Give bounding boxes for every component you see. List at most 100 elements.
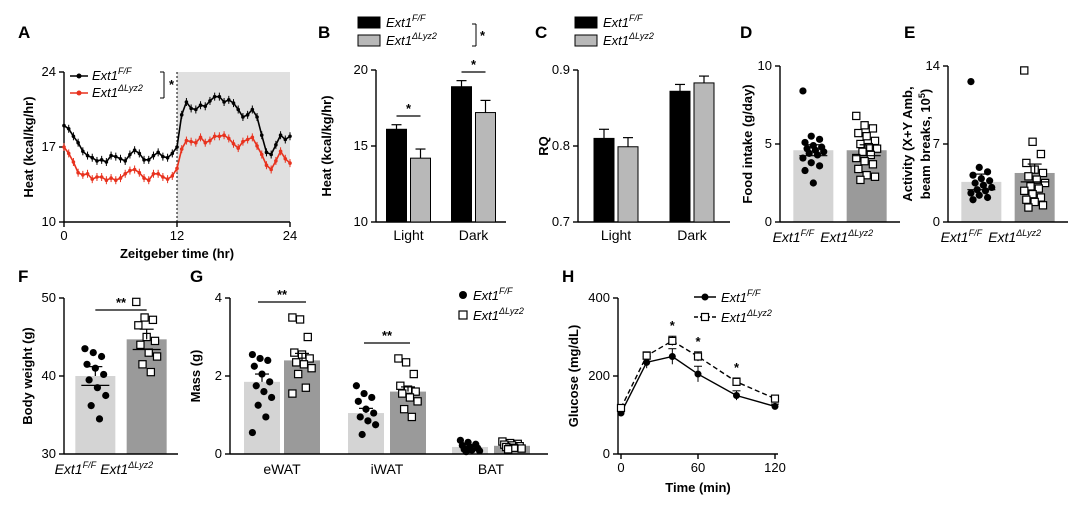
a-point-ko — [137, 170, 142, 175]
legend-h-marker-ko — [700, 312, 710, 322]
d-point-control — [801, 166, 809, 175]
g-point-control — [248, 350, 256, 359]
a-point-ko — [250, 135, 255, 140]
e-point-ko — [1036, 149, 1046, 159]
e-point-ko — [1022, 195, 1031, 204]
a-point-ko — [198, 135, 203, 140]
d-point-control — [813, 151, 822, 159]
f-category-control-sup: F/F — [83, 460, 97, 470]
a-point-control — [217, 94, 222, 99]
d-point-ko — [860, 121, 869, 130]
f-category-ko-sup: ΔLyz2 — [127, 460, 153, 470]
a-point-ko — [161, 175, 165, 179]
e-point-ko — [1020, 66, 1029, 75]
legend-b-label-ko: Ext1ΔLyz2 — [386, 31, 437, 48]
a-point-control — [156, 150, 160, 155]
e-point-ko — [1034, 184, 1044, 193]
g-point-ko — [399, 404, 409, 414]
a-point-control — [118, 156, 123, 161]
a-point-ko — [104, 178, 109, 183]
panel-label: H — [562, 267, 574, 286]
e-y-label-line2: beam breaks, 105) — [917, 89, 933, 200]
a-point-ko — [123, 171, 128, 176]
a-point-ko — [76, 170, 80, 175]
c-bar-control-light — [593, 137, 615, 223]
e-y-label-sup: 5 — [917, 93, 927, 98]
b-y-tick-label: 20 — [354, 62, 368, 77]
g-point-control — [476, 447, 484, 455]
legend-c-label-ko-base: Ext1 — [603, 33, 629, 48]
e-category-control: Ext1F/F — [941, 228, 983, 245]
f-point-ko — [132, 297, 141, 307]
h-point-control — [733, 392, 740, 399]
d-point-ko — [864, 142, 873, 152]
chart-c: 0.7 0.8 0.9 RQ Light Dark — [536, 62, 730, 243]
g-point-ko — [407, 412, 417, 422]
h-point-ko — [770, 394, 780, 403]
c-bar-ko-light — [617, 146, 639, 223]
e-point-control — [969, 171, 977, 179]
a-point-control — [71, 134, 76, 139]
c-category-label: Light — [601, 227, 631, 243]
panel-label-c: C — [535, 23, 547, 42]
g-y-tick-label: 2 — [215, 368, 222, 383]
a-point-ko — [165, 177, 170, 181]
h-series-line-ko — [620, 340, 776, 409]
e-point-control — [967, 189, 975, 197]
legend-a-label-control-sup: F/F — [118, 66, 132, 76]
e-y-label-close: ) — [918, 89, 933, 93]
a-point-ko — [170, 174, 175, 178]
b-bar-control-light — [386, 128, 407, 223]
legend-a-label-control: Ext1F/F — [92, 66, 132, 83]
legend-b-significance: * — [480, 28, 486, 43]
a-point-control — [142, 158, 146, 162]
f-y-tick-label: 40 — [42, 368, 56, 383]
b-bar-ko-light — [410, 157, 431, 223]
panel-label-h: H — [562, 267, 574, 286]
a-x-tick-label: 12 — [170, 228, 184, 243]
a-point-control — [208, 99, 212, 103]
e-y-tick-label: 7 — [933, 136, 940, 151]
a-point-ko — [128, 168, 132, 173]
a-point-control — [99, 158, 104, 162]
g-point-ko — [503, 445, 513, 454]
legend-g-label-control-base: Ext1 — [473, 288, 499, 303]
e-category-control-base: Ext1 — [941, 229, 969, 245]
a-y-label: Heat (kcal/kg/hr) — [21, 96, 36, 197]
d-point-ko — [862, 132, 871, 141]
chart-g: 0 2 4 eWAT iWAT BAT Mass (g) ** ** — [188, 287, 548, 477]
a-point-control — [132, 148, 137, 153]
h-point-ko — [642, 351, 651, 360]
legend-g-label-ko-base: Ext1 — [473, 308, 499, 323]
h-significance: * — [695, 334, 701, 349]
g-point-ko — [517, 444, 526, 453]
a-point-control — [250, 107, 255, 112]
g-point-control — [364, 417, 372, 425]
legend-a-label-control-base: Ext1 — [92, 68, 118, 83]
a-point-ko — [264, 163, 269, 168]
e-point-control — [981, 187, 990, 195]
panel-label: C — [535, 23, 547, 42]
d-point-ko — [852, 153, 861, 163]
a-point-control — [85, 153, 90, 158]
a-point-control — [175, 145, 179, 149]
e-category-control-sup: F/F — [969, 228, 983, 238]
e-point-ko — [1040, 178, 1050, 188]
legend-g-label-ko-sup: ΔLyz2 — [498, 306, 524, 316]
a-point-ko — [255, 144, 259, 148]
a-point-ko — [184, 138, 189, 143]
h-point-control — [771, 402, 779, 410]
b-y-tick-label: 15 — [354, 138, 368, 153]
legend-h-label-control-sup: F/F — [747, 288, 761, 298]
a-point-ko — [203, 140, 208, 145]
e-y-label-line2-text: beam breaks, 10 — [918, 98, 933, 199]
panel-label: B — [318, 23, 330, 42]
panel-label-g: G — [190, 267, 203, 286]
a-point-control — [269, 152, 273, 157]
a-y-tick-label: 10 — [42, 214, 56, 229]
h-series-line-control — [620, 355, 776, 414]
e-y-tick-label: 0 — [933, 214, 940, 229]
g-point-control — [252, 382, 260, 390]
